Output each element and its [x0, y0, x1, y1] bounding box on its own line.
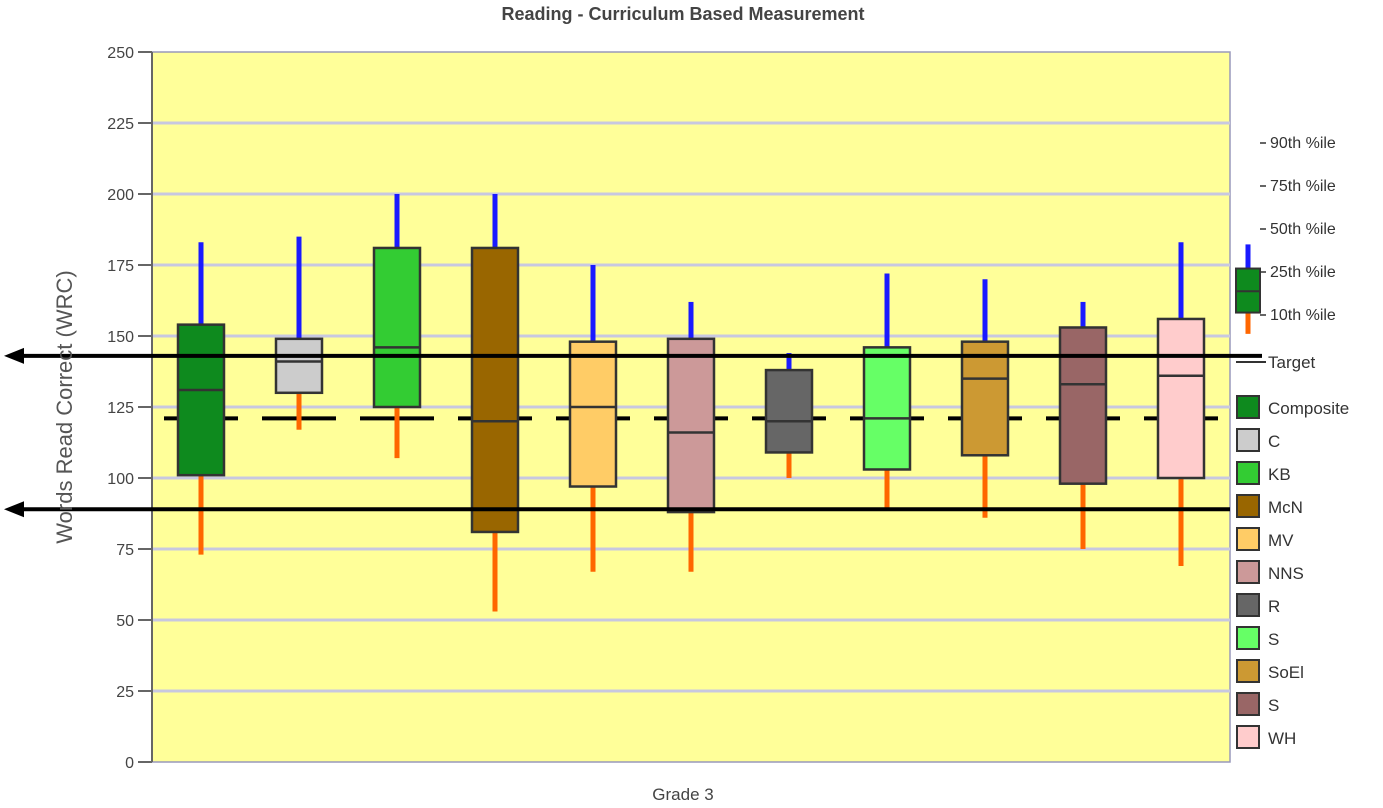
legend-swatch	[1236, 527, 1260, 551]
y-tick-label: 175	[107, 258, 134, 275]
y-axis-label: Words Read Correct (WRC)	[52, 270, 77, 543]
legend: 90th %ile 75th %ile 50th %ile 25th %ile 10th…	[1235, 135, 1349, 749]
legend-swatch	[1236, 461, 1260, 485]
box-iqr	[176, 323, 226, 477]
legend-entry-label: WH	[1268, 729, 1296, 748]
legend-percentile-label: 25th %ile	[1270, 264, 1336, 281]
legend-percentile-label: 90th %ile	[1270, 135, 1336, 152]
box-wh	[1156, 242, 1206, 567]
legend-swatch	[1236, 428, 1260, 452]
box-iqr	[666, 337, 716, 514]
legend-entry-label: Composite	[1268, 399, 1349, 418]
box-iqr	[862, 346, 912, 471]
legend-swatch	[1236, 494, 1260, 518]
box-soel	[960, 279, 1010, 518]
y-tick-label: 225	[107, 116, 134, 133]
legend-entry-label: McN	[1268, 498, 1303, 517]
chart-title: Reading - Curriculum Based Measurement	[501, 4, 864, 24]
legend-swatch	[1236, 395, 1260, 419]
legend-swatch	[1236, 659, 1260, 683]
target-arrows	[4, 347, 1262, 518]
legend-target-label: Target	[1268, 353, 1316, 372]
legend-swatch	[1236, 692, 1260, 716]
lower-line-arrowhead	[4, 501, 24, 518]
legend-entry-label: S	[1268, 696, 1279, 715]
legend-percentile-label: 10th %ile	[1270, 307, 1336, 324]
legend-swatch	[1236, 560, 1260, 584]
y-tick-label: 200	[107, 187, 134, 204]
box-iqr	[960, 340, 1010, 457]
legend-swatch	[1236, 593, 1260, 617]
box-mcn	[470, 194, 520, 612]
y-tick-label: 125	[107, 400, 134, 417]
legend-entry-label: SoEl	[1268, 663, 1304, 682]
box-iqr	[372, 246, 422, 409]
box-iqr	[1058, 326, 1108, 485]
box-iqr	[470, 246, 520, 534]
y-axis: 0 25 50 75 100 125 150 175 200 225 250	[107, 45, 153, 772]
legend-entry-label: KB	[1268, 465, 1291, 484]
box-iqr	[568, 340, 618, 488]
target-line-arrowhead	[4, 347, 24, 364]
box-s	[862, 273, 912, 510]
legend-percentile-label: 75th %ile	[1270, 178, 1336, 195]
box-iqr	[274, 337, 324, 395]
y-tick-label: 0	[125, 755, 134, 772]
box-r	[764, 353, 814, 478]
box-iqr	[764, 368, 814, 454]
y-tick-label: 100	[107, 471, 134, 488]
legend-entry-label: NNS	[1268, 564, 1304, 583]
x-axis-label: Grade 3	[652, 785, 713, 804]
y-tick-label: 250	[107, 45, 134, 62]
legend-entry-label: S	[1268, 630, 1279, 649]
y-tick-label: 50	[116, 613, 134, 630]
y-tick-label: 25	[116, 684, 134, 701]
box-series	[176, 194, 1206, 612]
box-mv	[568, 265, 618, 572]
box-s	[1058, 301, 1108, 549]
box-iqr	[1156, 317, 1206, 480]
y-tick-label: 150	[107, 329, 134, 346]
legend-swatch	[1236, 626, 1260, 650]
legend-entry-label: C	[1268, 432, 1280, 451]
box-composite	[176, 242, 226, 555]
legend-entry-label: R	[1268, 597, 1280, 616]
box-nns	[666, 301, 716, 572]
y-tick-label: 75	[116, 542, 134, 559]
legend-percentile-label: 50th %ile	[1270, 221, 1336, 238]
legend-entry-label: MV	[1268, 531, 1294, 550]
box-c	[274, 236, 324, 430]
legend-swatch	[1236, 725, 1260, 749]
box-kb	[372, 194, 422, 459]
